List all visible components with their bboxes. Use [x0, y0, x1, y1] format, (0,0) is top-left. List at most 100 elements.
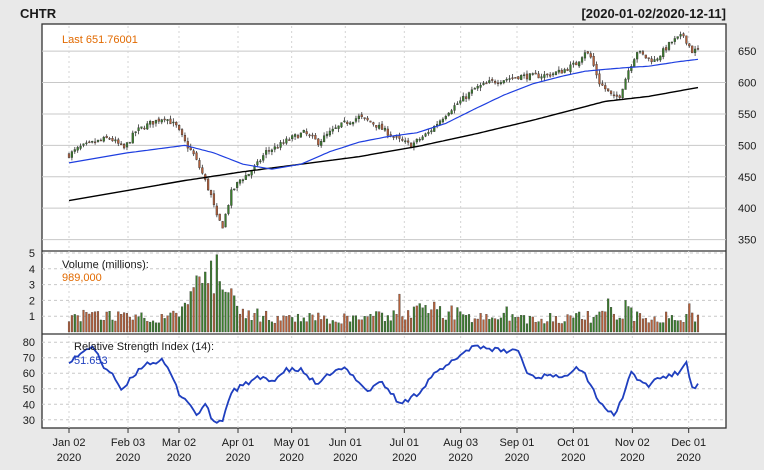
candle-body — [346, 121, 349, 125]
volume-bar — [207, 283, 210, 333]
candle-body — [163, 118, 166, 121]
volume-bar — [340, 323, 343, 333]
volume-bar — [85, 312, 88, 333]
candle-body — [551, 73, 555, 76]
volume-bar — [166, 315, 169, 333]
volume-bar — [685, 314, 688, 333]
candle-body — [172, 121, 175, 124]
x-grid — [68, 26, 690, 428]
candle-body — [670, 41, 674, 44]
candle-body — [499, 82, 502, 84]
candle-body — [180, 129, 184, 135]
volume-bar — [108, 311, 111, 333]
candle-body — [641, 51, 645, 55]
candle-body — [580, 57, 584, 63]
candle-body — [288, 139, 291, 141]
volume-bar — [357, 319, 360, 333]
volume-bar — [267, 320, 271, 333]
candle-body — [328, 130, 331, 136]
rsi-tick-label: 80 — [23, 337, 35, 349]
candle-body — [209, 189, 213, 195]
volume-bar — [386, 315, 389, 333]
volume-bar — [424, 305, 427, 333]
volume-bar — [531, 316, 534, 333]
candle-body — [691, 45, 694, 54]
candle-body — [337, 125, 340, 129]
candle-body — [378, 124, 381, 129]
sma-slow-line — [68, 86, 699, 202]
candle-body — [154, 119, 158, 124]
volume-bar — [670, 315, 673, 333]
price-tick-label: 450 — [738, 172, 756, 184]
candle-body — [186, 141, 189, 149]
volume-bar — [636, 311, 639, 333]
x-tick-month: Oct 01 — [557, 437, 589, 449]
rsi-tick-label: 70 — [23, 353, 35, 365]
candle-body — [459, 100, 462, 104]
x-tick-year: 2020 — [448, 452, 472, 464]
rsi-tick-label: 40 — [23, 399, 35, 411]
rsi-label: Relative Strength Index (14): — [74, 341, 214, 353]
rsi-value: 51.653 — [74, 355, 108, 367]
price-tick-label: 600 — [738, 78, 756, 90]
volume-bar — [581, 319, 584, 333]
volume-bar — [250, 320, 253, 333]
candle-body — [601, 83, 604, 86]
volume-bar — [404, 319, 407, 333]
candle-body — [160, 119, 163, 123]
volume-bar — [241, 308, 244, 333]
candle-body — [427, 131, 430, 134]
candle-body — [82, 143, 85, 146]
volume-bar — [407, 310, 410, 333]
x-tick-month: Jun 01 — [329, 437, 362, 449]
candle-body — [122, 144, 126, 149]
volume-bar — [499, 317, 502, 333]
candle-body — [505, 78, 508, 81]
candle-body — [592, 55, 595, 66]
candle-body — [325, 133, 329, 137]
volume-bar — [346, 315, 349, 333]
volume-bar — [308, 313, 311, 333]
rsi-tick-label: 60 — [23, 368, 35, 380]
volume-bar — [667, 318, 671, 333]
volume-bar — [595, 314, 598, 333]
volume-bar — [320, 319, 323, 333]
price-tick-label: 650 — [738, 46, 756, 58]
volume-bar — [604, 311, 607, 333]
volume-bar — [586, 311, 589, 333]
candle-body — [267, 150, 271, 152]
candle-body — [262, 155, 265, 161]
volume-bar — [236, 305, 239, 333]
candle-body — [322, 135, 326, 143]
volume-bar — [96, 311, 100, 333]
x-tick-year: 2020 — [57, 452, 81, 464]
volume-bar — [409, 317, 413, 333]
candle-body — [259, 160, 262, 163]
candle-body — [238, 179, 242, 184]
volume-bar — [398, 293, 401, 333]
volume-bar — [630, 307, 633, 333]
volume-bar — [467, 314, 471, 333]
volume-bar — [665, 311, 668, 333]
x-tick-month: Jan 02 — [52, 437, 85, 449]
candle-body — [247, 173, 250, 177]
volume-bar — [102, 320, 105, 333]
candle-body — [667, 42, 671, 50]
candle-body — [583, 52, 587, 59]
volume-bar — [195, 275, 198, 333]
volume-bar — [412, 306, 415, 333]
volume-bar — [143, 317, 146, 333]
volume-bar — [94, 311, 97, 333]
volume-bar — [433, 301, 436, 333]
volume-bar — [154, 322, 158, 333]
candle-body — [682, 33, 685, 37]
volume-bar — [175, 312, 178, 333]
y-axis-ticks: 350 400 450 500 550 600 650 1 2 3 4 5 30 40 50 60 70 80 — [23, 46, 757, 427]
volume-bar — [224, 291, 227, 333]
volume-bar — [238, 313, 242, 333]
candle-body — [688, 43, 691, 47]
price-grid — [42, 50, 726, 241]
volume-bar — [592, 316, 595, 333]
candle-body — [296, 135, 300, 139]
volume-bar — [447, 311, 450, 333]
